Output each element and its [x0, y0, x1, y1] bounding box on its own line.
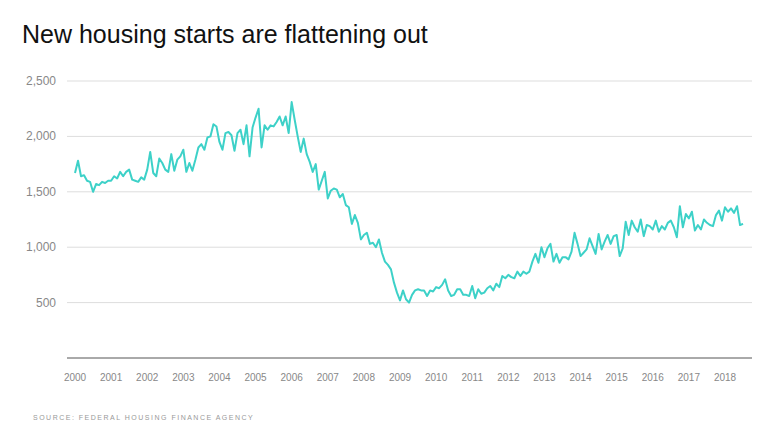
x-tick-label: 2001 [100, 372, 123, 383]
x-tick-label: 2000 [64, 372, 87, 383]
y-tick-label: 500 [36, 296, 56, 310]
x-tick-label: 2017 [678, 372, 701, 383]
x-tick-label: 2010 [425, 372, 448, 383]
x-tick-label: 2013 [533, 372, 556, 383]
y-tick-label: 2,000 [26, 129, 56, 143]
grid-line [67, 81, 752, 82]
x-tick-label: 2007 [317, 372, 340, 383]
title: New housing starts are flattening out [22, 20, 428, 48]
grid-line [67, 136, 752, 137]
x-tick-label: 2008 [353, 372, 376, 383]
x-axis [67, 358, 752, 359]
x-tick-label: 2016 [642, 372, 665, 383]
line [75, 102, 743, 303]
x-tick-label: 2012 [497, 372, 520, 383]
source: SOURCE: FEDERAL HOUSING FINANCE AGENCY [33, 414, 254, 421]
y-tick-label: 1,500 [26, 185, 56, 199]
x-tick-label: 2005 [244, 372, 267, 383]
y-tick-label: 2,500 [26, 74, 56, 88]
x-tick-label: 2018 [714, 372, 737, 383]
x-tick-label: 2006 [281, 372, 304, 383]
x-tick-label: 2002 [136, 372, 159, 383]
x-tick-label: 2009 [389, 372, 412, 383]
chart: New housing starts are flattening out 500… [0, 0, 780, 439]
x-tick-label: 2003 [172, 372, 195, 383]
x-tick-label: 2011 [461, 372, 483, 383]
y-tick-label: 1,000 [26, 240, 56, 254]
x-tick-label: 2015 [606, 372, 629, 383]
grid-line [67, 191, 752, 192]
x-tick-label: 2014 [569, 372, 592, 383]
grid-line [67, 247, 752, 248]
x-tick-label: 2004 [208, 372, 231, 383]
plot-area [75, 102, 743, 303]
